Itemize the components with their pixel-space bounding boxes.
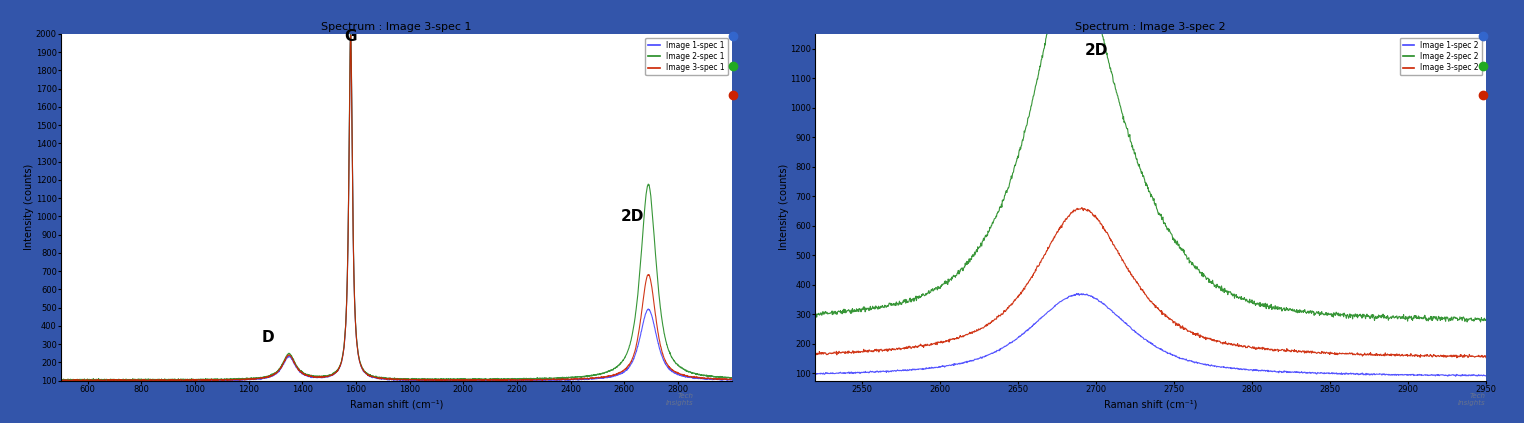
Text: 2D: 2D xyxy=(620,209,645,224)
Text: Tech
Insights: Tech Insights xyxy=(1458,393,1486,406)
Text: G: G xyxy=(344,29,357,44)
X-axis label: Raman shift (cm⁻¹): Raman shift (cm⁻¹) xyxy=(1103,399,1198,409)
Text: D: D xyxy=(261,330,274,345)
X-axis label: Raman shift (cm⁻¹): Raman shift (cm⁻¹) xyxy=(349,399,443,409)
Y-axis label: Intensity (counts): Intensity (counts) xyxy=(24,164,34,250)
Title: Spectrum : Image 3-spec 1: Spectrum : Image 3-spec 1 xyxy=(322,22,471,32)
Legend: Image 1-spec 1, Image 2-spec 1, Image 3-spec 1: Image 1-spec 1, Image 2-spec 1, Image 3-… xyxy=(645,38,727,75)
Text: 2D: 2D xyxy=(1085,42,1108,58)
Text: Tech
Insights: Tech Insights xyxy=(666,393,693,406)
Legend: Image 1-spec 2, Image 2-spec 2, Image 3-spec 2: Image 1-spec 2, Image 2-spec 2, Image 3-… xyxy=(1399,38,1481,75)
Title: Spectrum : Image 3-spec 2: Spectrum : Image 3-spec 2 xyxy=(1076,22,1225,32)
Y-axis label: Intensity (counts): Intensity (counts) xyxy=(779,164,789,250)
